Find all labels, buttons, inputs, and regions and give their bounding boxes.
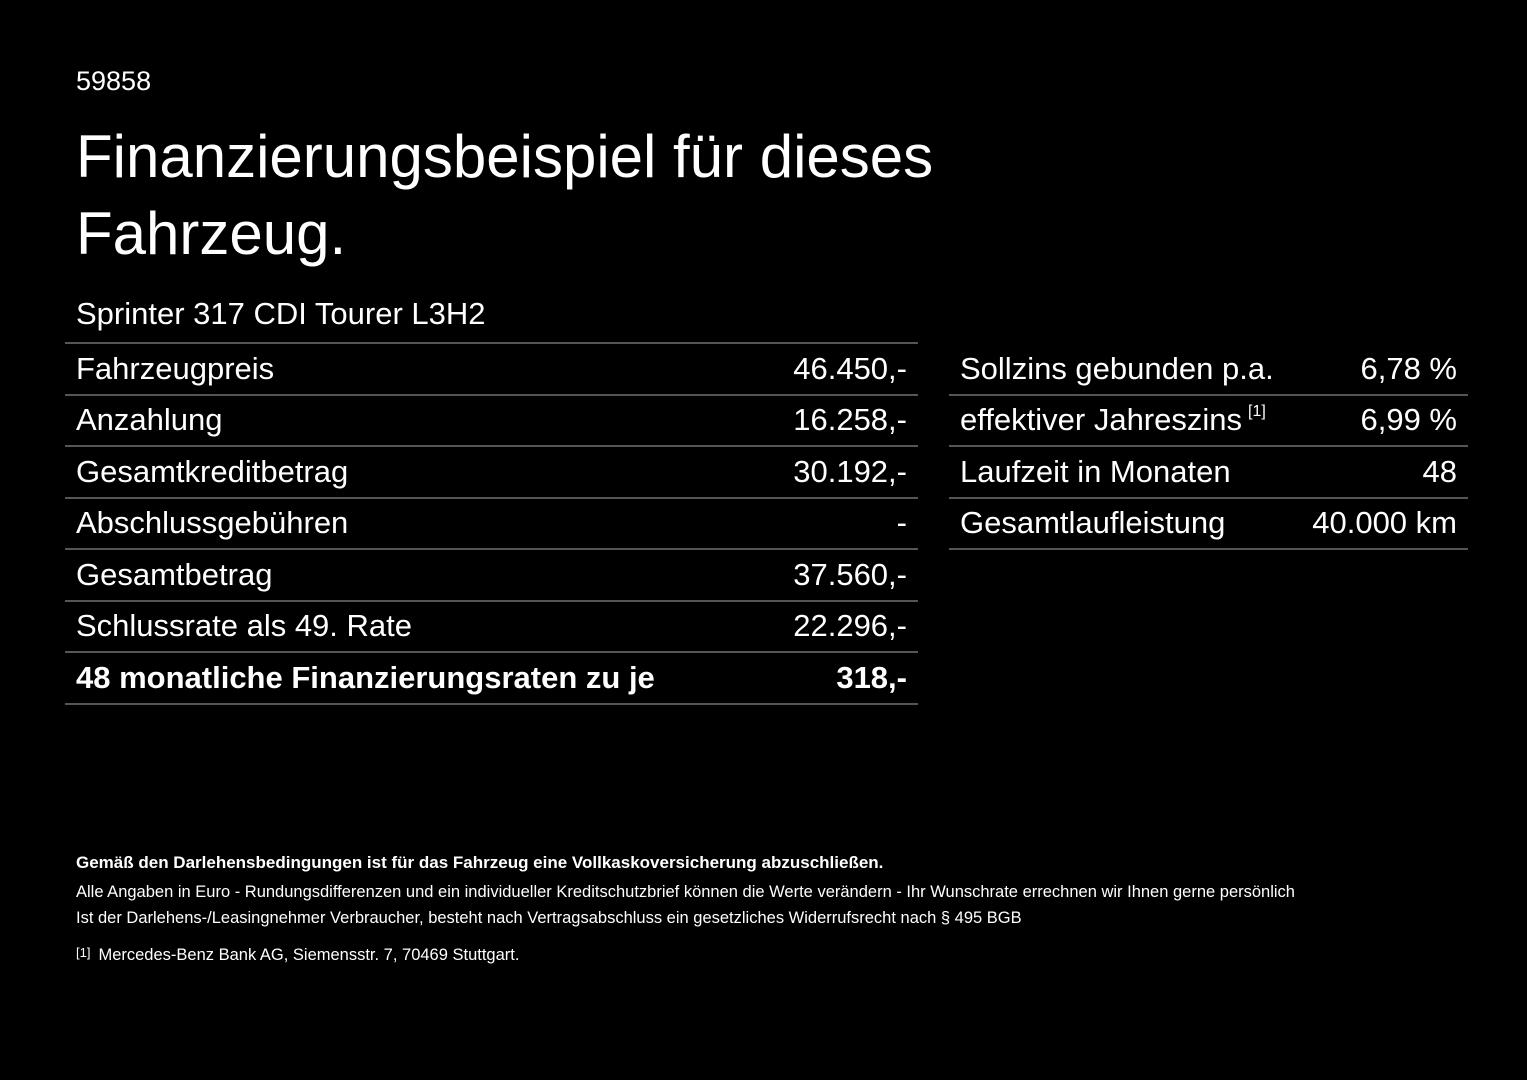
row-label-text: Gesamtlaufleistung	[960, 505, 1226, 541]
row-label-text: 48 monatliche Finanzierungsraten zu je	[76, 659, 655, 695]
row-label-text: Sollzins gebunden p.a.	[960, 350, 1274, 386]
insurance-note: Gemäß den Darlehensbedingungen ist für d…	[76, 853, 884, 872]
table-row: Sollzins gebunden p.a. 6,78 %	[949, 344, 1468, 396]
row-value: 46.450,-	[793, 350, 907, 386]
footnote-ref: [1]	[1248, 403, 1266, 421]
footnote-marker: [1]	[76, 945, 91, 960]
rate-table: Sollzins gebunden p.a. 6,78 % effektiver J…	[949, 344, 1468, 550]
model-name: Sprinter 317 CDI Tourer L3H2	[76, 296, 486, 331]
note-line: Ist der Darlehens-/Leasingnehmer Verbrau…	[76, 909, 1022, 927]
row-value: 22.296,-	[793, 608, 907, 644]
row-label: Abschlussgebühren	[76, 505, 348, 541]
finance-table: Fahrzeugpreis 46.450,- Anzahlung 16.258,- Ge…	[65, 342, 918, 705]
row-label-text: Schlussrate als 49. Rate	[76, 608, 413, 644]
table-row: Fahrzeugpreis 46.450,-	[65, 344, 918, 396]
row-value: 6,78 %	[1360, 350, 1457, 386]
table-row: Anzahlung 16.258,-	[65, 396, 918, 447]
table-row: effektiver Jahreszins [1] 6,99 %	[949, 396, 1468, 447]
row-label: effektiver Jahreszins [1]	[960, 402, 1266, 438]
row-label: Gesamtlaufleistung	[960, 505, 1225, 541]
row-label-text: Anzahlung	[76, 402, 223, 438]
row-label: Gesamtkreditbetrag	[76, 454, 348, 490]
row-label: Anzahlung	[76, 402, 223, 438]
row-label: Gesamtbetrag	[76, 557, 272, 593]
row-value: -	[896, 505, 907, 541]
table-row: Gesamtkreditbetrag 30.192,-	[65, 447, 918, 499]
row-label: Laufzeit in Monaten	[960, 454, 1231, 490]
row-value: 30.192,-	[793, 453, 907, 489]
row-label-text: Gesamtbetrag	[76, 556, 273, 592]
row-value: 16.258,-	[793, 402, 907, 438]
table-row: Abschlussgebühren -	[65, 499, 918, 550]
table-row: 48 monatliche Finanzierungsraten zu je 31…	[65, 653, 918, 705]
row-label-text: Fahrzeugpreis	[76, 350, 275, 386]
footnote: [1] Mercedes-Benz Bank AG, Siemensstr. 7,…	[76, 945, 519, 965]
row-value: 40.000 km	[1312, 505, 1457, 541]
table-row: Laufzeit in Monaten 48	[949, 447, 1468, 499]
row-value: 318,-	[836, 659, 907, 695]
row-label-text: Abschlussgebühren	[76, 505, 349, 541]
row-value: 37.560,-	[793, 556, 907, 592]
note-line: Alle Angaben in Euro - Rundungsdifferenz…	[76, 883, 1295, 901]
row-value: 48	[1422, 453, 1457, 489]
table-row: Gesamtlaufleistung 40.000 km	[949, 499, 1468, 550]
footnote-text: Mercedes-Benz Bank AG, Siemensstr. 7, 70…	[98, 946, 520, 964]
row-label: Schlussrate als 49. Rate	[76, 608, 412, 644]
row-label-text: Gesamtkreditbetrag	[76, 453, 349, 489]
table-row: Gesamtbetrag 37.560,-	[65, 550, 918, 602]
row-value: 6,99 %	[1360, 402, 1457, 438]
title: Finanzierungsbeispiel für dieses Fahrzeu…	[76, 123, 934, 267]
table-row: Schlussrate als 49. Rate 22.296,-	[65, 602, 918, 653]
row-label-text: effektiver Jahreszins	[960, 402, 1242, 438]
row-label: Fahrzeugpreis	[76, 351, 274, 387]
offer-id: 59858	[76, 66, 152, 96]
row-label-text: Laufzeit in Monaten	[960, 453, 1231, 489]
row-label: 48 monatliche Finanzierungsraten zu je	[76, 660, 655, 696]
row-label: Sollzins gebunden p.a.	[960, 351, 1274, 387]
